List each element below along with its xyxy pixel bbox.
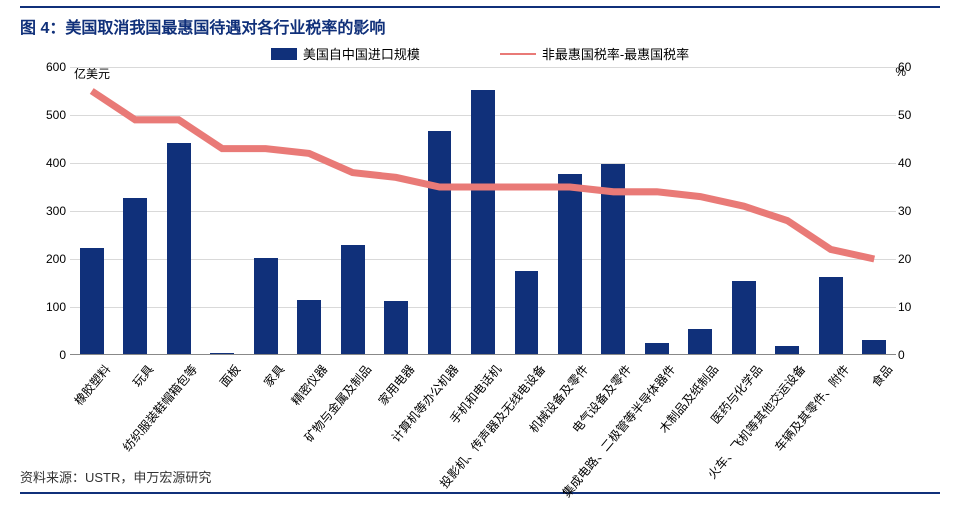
x-label: 手机和电话机 [492,361,505,372]
y-tick-right: 60 [898,60,922,74]
y-tick-right: 30 [898,204,922,218]
y-tick-right: 20 [898,252,922,266]
x-label: 矿物与金属及制品 [362,361,375,372]
legend-item-bar: 美国自中国进口规模 [271,44,420,63]
y-tick-left: 500 [34,108,66,122]
x-label: 纺织服装鞋帽箱包等 [188,361,201,372]
chart-area: 亿美元 % 0100200300400500600 0102030405060 … [30,65,930,465]
x-label: 食品 [883,361,896,372]
x-label: 火车、飞机等其他交运设备 [796,361,809,372]
x-label: 电气设备及零件 [622,361,635,372]
x-label: 橡胶塑料 [101,361,114,372]
y-tick-left: 300 [34,204,66,218]
legend-item-line: 非最惠国税率-最惠国税率 [500,44,689,63]
chart-title-bar: 图 4：美国取消我国最惠国待遇对各行业税率的影响 [20,6,940,38]
x-axis-baseline [70,354,896,355]
y-tick-left: 0 [34,348,66,362]
x-label: 面板 [231,361,244,372]
y-tick-left: 600 [34,60,66,74]
legend-label-bar: 美国自中国进口规模 [303,44,420,63]
legend-label-line: 非最惠国税率-最惠国税率 [542,44,689,63]
line-layer [70,67,896,355]
chart-title: 图 4：美国取消我国最惠国待遇对各行业税率的影响 [20,20,385,37]
x-label: 家具 [275,361,288,372]
x-axis-labels: 橡胶塑料 玩具 纺织服装鞋帽箱包等 面板 家具 精密仪器 矿物与金属及制品 家用电器 计算机等办… [70,357,896,465]
x-label: 集成电路、二极管等半导体器件 [666,361,679,372]
source-text: 资料来源：USTR，申万宏源研究 [20,467,940,494]
x-label: 玩具 [144,361,157,372]
x-label: 精密仪器 [318,361,331,372]
y-tick-right: 40 [898,156,922,170]
x-label: 车辆及其零件、附件 [840,361,853,372]
x-label: 投影机、传声器及无线电设备 [536,361,549,372]
y-tick-right: 50 [898,108,922,122]
x-label: 木制品及纸制品 [709,361,722,372]
plot-region: 0100200300400500600 0102030405060 [70,67,896,355]
x-label: 家用电器 [405,361,418,372]
x-label: 机械设备及零件 [579,361,592,372]
legend: 美国自中国进口规模 非最惠国税率-最惠国税率 [20,44,940,63]
y-tick-right: 10 [898,300,922,314]
legend-swatch-line [500,53,536,55]
legend-swatch-bar [271,48,297,60]
y-tick-left: 100 [34,300,66,314]
trend-line [92,91,875,259]
y-tick-left: 400 [34,156,66,170]
x-label: 医药与化学品 [753,361,766,372]
y-tick-left: 200 [34,252,66,266]
y-tick-right: 0 [898,348,922,362]
x-label: 计算机等办公机器 [449,361,462,372]
